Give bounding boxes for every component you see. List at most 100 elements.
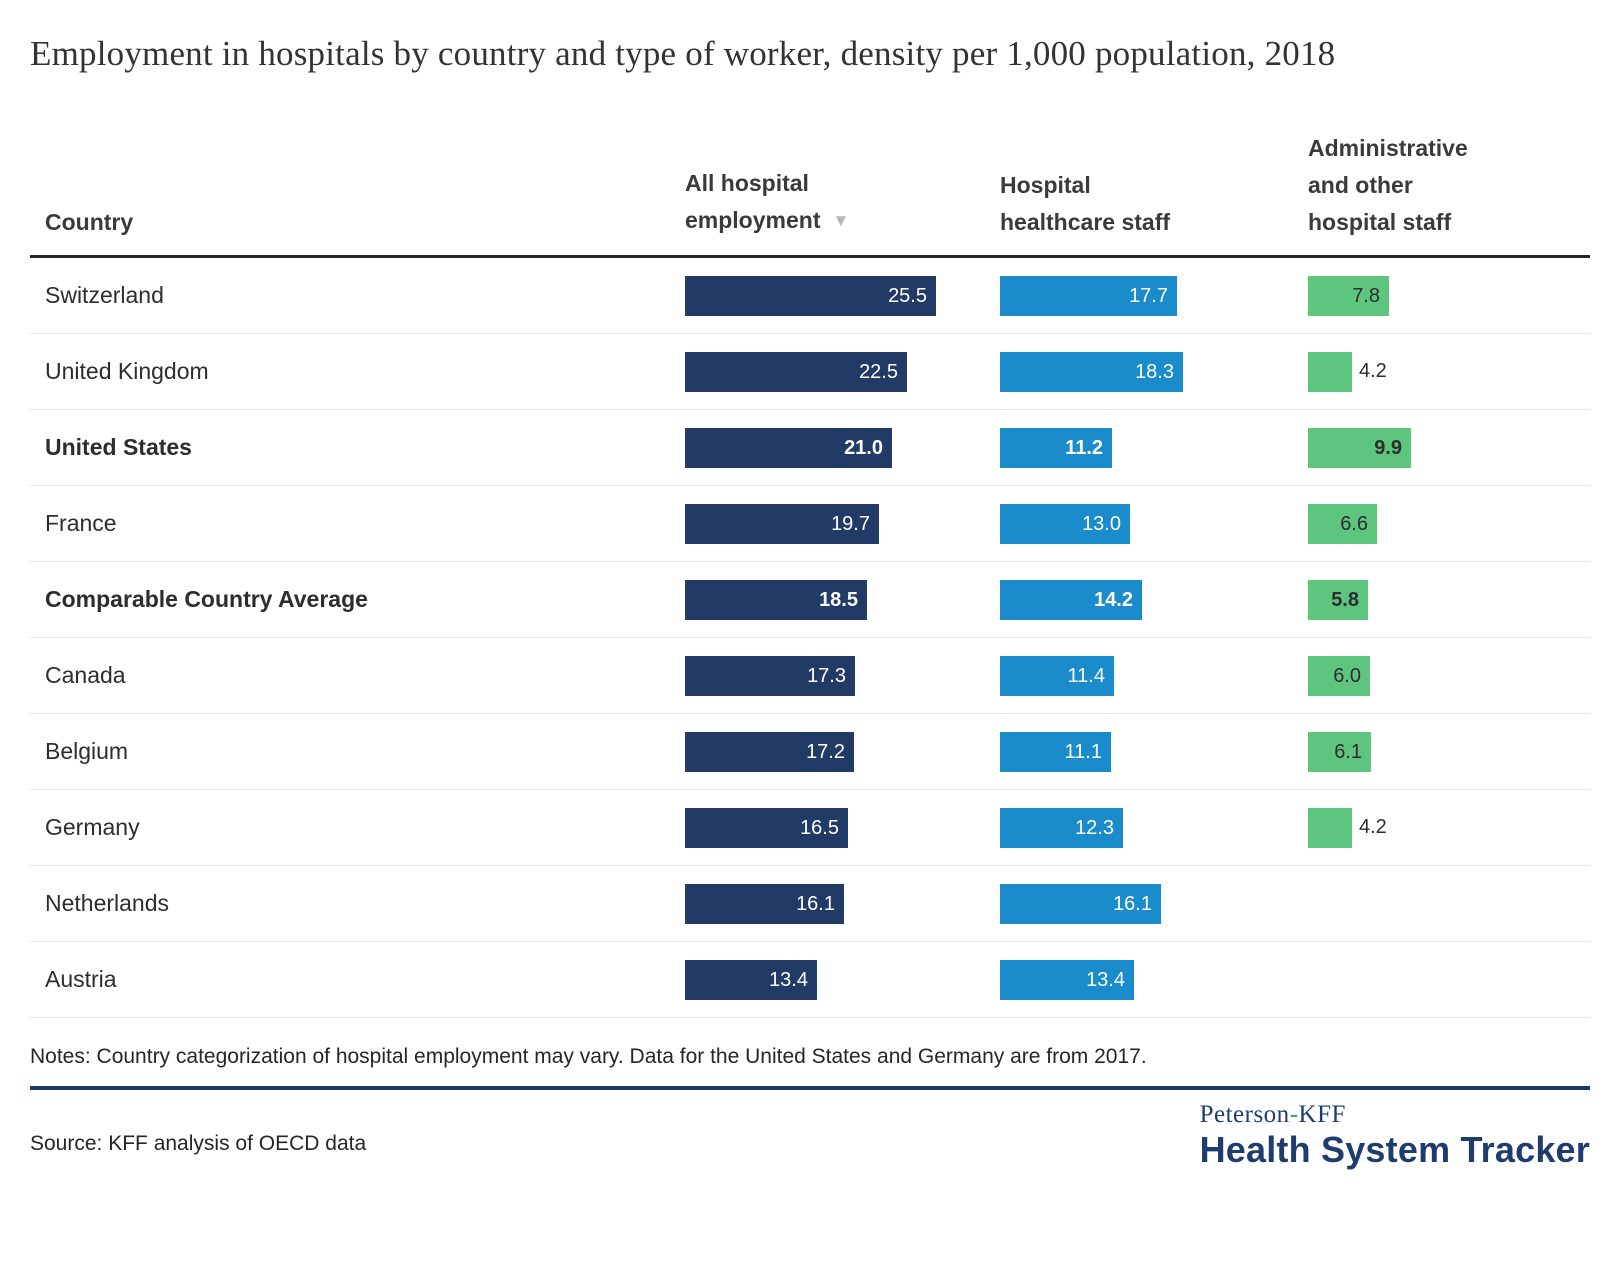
bar-value-label: 9.9 <box>1374 436 1402 459</box>
bar-value-label: 4.2 <box>1359 360 1387 382</box>
cell-hospital-healthcare-staff: 11.4 <box>1000 655 1308 696</box>
table-row: Comparable Country Average 18.5 14.2 5.8 <box>30 562 1590 638</box>
bar-hospital-healthcare-staff[interactable]: 14.2 <box>1000 579 1142 620</box>
bar-all-hospital-employment[interactable]: 17.3 <box>685 655 855 696</box>
table-row: United Kingdom 22.5 18.3 4.2 <box>30 334 1590 410</box>
cell-all-hospital-employment: 18.5 <box>685 579 1000 620</box>
table-row: Canada 17.3 11.4 6.0 <box>30 638 1590 714</box>
table-row: Switzerland 25.5 17.7 7.8 <box>30 258 1590 334</box>
table-row: France 19.7 13.0 6.6 <box>30 486 1590 562</box>
logo-dash: - <box>1289 1101 1299 1128</box>
table-row: Germany 16.5 12.3 4.2 <box>30 790 1590 866</box>
bar-value-label: 17.2 <box>806 740 845 763</box>
bar-value-label: 25.5 <box>888 284 927 307</box>
bar-hospital-healthcare-staff[interactable]: 13.4 <box>1000 959 1134 1000</box>
cell-hospital-healthcare-staff: 12.3 <box>1000 807 1308 848</box>
column-header-administrative-staff[interactable]: Administrative and other hospital staff <box>1308 135 1468 235</box>
bar-all-hospital-employment[interactable]: 16.1 <box>685 883 844 924</box>
cell-administrative-staff: 6.6 <box>1308 503 1590 544</box>
bar-hospital-healthcare-staff[interactable]: 16.1 <box>1000 883 1161 924</box>
logo-peterson-kff: Peterson-KFF <box>1199 1101 1346 1128</box>
bar-all-hospital-employment[interactable]: 19.7 <box>685 503 879 544</box>
peterson-kff-logo[interactable]: Peterson-KFF Health System Tracker <box>1200 1096 1590 1170</box>
country-label: Belgium <box>45 738 129 764</box>
column-header-all-hospital-employment[interactable]: All hospital employment ▼ <box>685 165 1000 241</box>
bar-administrative-staff[interactable]: 6.6 <box>1308 503 1377 544</box>
bar-hospital-healthcare-staff[interactable]: 11.1 <box>1000 731 1111 772</box>
bar-hospital-healthcare-staff[interactable]: 11.4 <box>1000 655 1114 696</box>
bar-all-hospital-employment[interactable]: 17.2 <box>685 731 854 772</box>
bar-administrative-staff[interactable]: 7.8 <box>1308 275 1389 316</box>
chart-title: Employment in hospitals by country and t… <box>30 34 1336 73</box>
cell-hospital-healthcare-staff: 11.2 <box>1000 427 1308 468</box>
footer: Source: KFF analysis of OECD data Peters… <box>30 1096 1590 1170</box>
bar-hospital-healthcare-staff[interactable]: 17.7 <box>1000 275 1177 316</box>
logo-health-system-tracker: Health System Tracker <box>1199 1129 1590 1170</box>
table-row: Netherlands 16.1 16.1 <box>30 866 1590 942</box>
cell-all-hospital-employment: 16.1 <box>685 883 1000 924</box>
bar-all-hospital-employment[interactable]: 22.5 <box>685 351 907 392</box>
bar-administrative-staff[interactable]: 9.9 <box>1308 427 1411 468</box>
cell-administrative-staff: 6.1 <box>1308 731 1590 772</box>
source-text: Source: KFF analysis of OECD data <box>30 1132 367 1155</box>
bar-hospital-healthcare-staff[interactable]: 12.3 <box>1000 807 1123 848</box>
bar-administrative-staff[interactable]: 6.1 <box>1308 731 1371 772</box>
bar-value-label: 6.0 <box>1333 664 1361 687</box>
bar-value-label: 4.2 <box>1359 816 1387 838</box>
bar-all-hospital-employment[interactable]: 25.5 <box>685 275 936 316</box>
cell-administrative-staff: 4.2 <box>1308 351 1590 392</box>
bar-value-label: 6.1 <box>1334 740 1362 763</box>
cell-administrative-staff: 6.0 <box>1308 655 1590 696</box>
bar-value-label: 13.0 <box>1082 512 1121 535</box>
country-label: Austria <box>45 966 117 992</box>
bar-value-label: 5.8 <box>1331 588 1359 611</box>
cell-hospital-healthcare-staff: 14.2 <box>1000 579 1308 620</box>
sort-descending-icon[interactable]: ▼ <box>832 211 850 230</box>
bar-administrative-staff[interactable] <box>1308 807 1352 848</box>
bar-administrative-staff[interactable]: 5.8 <box>1308 579 1368 620</box>
table-header: Country All hospital employment ▼ Hospita… <box>30 130 1590 258</box>
cell-all-hospital-employment: 17.3 <box>685 655 1000 696</box>
country-label: Canada <box>45 662 126 688</box>
bar-hospital-healthcare-staff[interactable]: 18.3 <box>1000 351 1183 392</box>
cell-hospital-healthcare-staff: 13.0 <box>1000 503 1308 544</box>
bar-value-label: 16.5 <box>800 816 839 839</box>
cell-all-hospital-employment: 17.2 <box>685 731 1000 772</box>
table-row: Austria 13.4 13.4 <box>30 942 1590 1018</box>
bar-value-label: 11.1 <box>1064 740 1102 763</box>
cell-all-hospital-employment: 25.5 <box>685 275 1000 316</box>
column-header-label: All hospital employment <box>685 170 821 233</box>
bar-all-hospital-employment[interactable]: 16.5 <box>685 807 848 848</box>
cell-all-hospital-employment: 22.5 <box>685 351 1000 392</box>
country-label: Germany <box>45 814 140 840</box>
cell-hospital-healthcare-staff: 17.7 <box>1000 275 1308 316</box>
country-label: United States <box>45 434 192 460</box>
country-label: Comparable Country Average <box>45 586 368 612</box>
bar-value-label: 11.2 <box>1065 436 1103 459</box>
bar-administrative-staff[interactable]: 6.0 <box>1308 655 1370 696</box>
bar-all-hospital-employment[interactable]: 21.0 <box>685 427 892 468</box>
bar-value-label: 16.1 <box>796 892 835 915</box>
cell-hospital-healthcare-staff: 16.1 <box>1000 883 1308 924</box>
bar-all-hospital-employment[interactable]: 18.5 <box>685 579 867 620</box>
cell-all-hospital-employment: 16.5 <box>685 807 1000 848</box>
table-body: Switzerland 25.5 17.7 7.8 United Kingdom 22.5… <box>30 258 1590 1018</box>
cell-hospital-healthcare-staff: 13.4 <box>1000 959 1308 1000</box>
bar-value-label: 12.3 <box>1075 816 1114 839</box>
column-header-country[interactable]: Country <box>45 209 134 235</box>
bar-hospital-healthcare-staff[interactable]: 13.0 <box>1000 503 1130 544</box>
cell-all-hospital-employment: 21.0 <box>685 427 1000 468</box>
cell-all-hospital-employment: 13.4 <box>685 959 1000 1000</box>
cell-hospital-healthcare-staff: 18.3 <box>1000 351 1308 392</box>
bar-administrative-staff[interactable] <box>1308 351 1352 392</box>
column-header-hospital-healthcare-staff[interactable]: Hospital healthcare staff <box>1000 172 1171 235</box>
bar-hospital-healthcare-staff[interactable]: 11.2 <box>1000 427 1112 468</box>
country-label: United Kingdom <box>45 358 209 384</box>
bar-value-label: 17.7 <box>1129 284 1168 307</box>
bar-value-label: 13.4 <box>1086 968 1125 991</box>
cell-administrative-staff: 5.8 <box>1308 579 1590 620</box>
bar-value-label: 14.2 <box>1094 588 1133 611</box>
bar-value-label: 11.4 <box>1067 664 1105 687</box>
bar-all-hospital-employment[interactable]: 13.4 <box>685 959 817 1000</box>
cell-administrative-staff: 4.2 <box>1308 807 1590 848</box>
